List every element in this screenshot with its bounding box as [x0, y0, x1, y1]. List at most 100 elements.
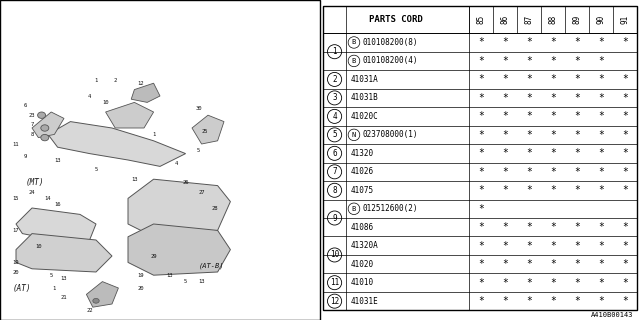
- Text: 23: 23: [29, 113, 35, 118]
- Text: *: *: [598, 111, 604, 121]
- Text: 28: 28: [211, 205, 218, 211]
- Text: 88: 88: [548, 15, 557, 24]
- Text: 012512600(2): 012512600(2): [362, 204, 417, 213]
- Text: 1: 1: [152, 132, 156, 137]
- Text: *: *: [526, 185, 532, 195]
- Text: *: *: [574, 148, 580, 158]
- Text: *: *: [478, 204, 484, 214]
- Ellipse shape: [93, 298, 99, 303]
- Text: 41026: 41026: [351, 167, 374, 176]
- Text: 13: 13: [198, 279, 205, 284]
- Text: 41320A: 41320A: [351, 241, 378, 250]
- Text: N: N: [352, 132, 356, 138]
- Ellipse shape: [41, 125, 49, 131]
- Text: *: *: [478, 185, 484, 195]
- Text: *: *: [574, 296, 580, 306]
- Text: *: *: [550, 148, 556, 158]
- Text: 13: 13: [166, 273, 173, 278]
- Text: *: *: [502, 185, 508, 195]
- Text: 5: 5: [49, 273, 53, 278]
- Text: *: *: [622, 278, 628, 288]
- Text: 1: 1: [94, 77, 98, 83]
- Text: *: *: [598, 130, 604, 140]
- Text: *: *: [574, 259, 580, 269]
- Text: *: *: [574, 241, 580, 251]
- Text: *: *: [526, 241, 532, 251]
- Text: 30: 30: [195, 106, 202, 111]
- Polygon shape: [106, 102, 154, 128]
- Text: 11: 11: [330, 278, 339, 287]
- Text: 11: 11: [13, 141, 19, 147]
- Text: *: *: [598, 148, 604, 158]
- Text: 19: 19: [138, 273, 144, 278]
- Text: *: *: [526, 296, 532, 306]
- Text: 85: 85: [476, 15, 485, 24]
- Text: (AT): (AT): [13, 284, 31, 292]
- Text: 12: 12: [138, 81, 144, 86]
- Text: 17: 17: [13, 228, 19, 233]
- Text: *: *: [502, 130, 508, 140]
- Text: *: *: [550, 130, 556, 140]
- Text: *: *: [550, 259, 556, 269]
- Text: *: *: [598, 185, 604, 195]
- Text: *: *: [598, 93, 604, 103]
- Text: *: *: [478, 111, 484, 121]
- Text: *: *: [478, 167, 484, 177]
- Text: *: *: [550, 37, 556, 47]
- Text: *: *: [550, 93, 556, 103]
- Text: *: *: [478, 241, 484, 251]
- Text: *: *: [502, 111, 508, 121]
- Text: 87: 87: [524, 15, 533, 24]
- Text: 41031E: 41031E: [351, 297, 378, 306]
- Text: *: *: [598, 278, 604, 288]
- Text: 16: 16: [54, 202, 61, 207]
- Text: *: *: [502, 296, 508, 306]
- Text: 86: 86: [500, 15, 509, 24]
- Text: 12: 12: [330, 297, 339, 306]
- Text: 010108200(4): 010108200(4): [362, 56, 417, 66]
- Text: 10: 10: [330, 251, 339, 260]
- Text: 41031A: 41031A: [351, 75, 378, 84]
- Text: *: *: [598, 56, 604, 66]
- Text: 27: 27: [198, 189, 205, 195]
- Text: 7: 7: [332, 167, 337, 176]
- Text: *: *: [478, 222, 484, 232]
- Text: 24: 24: [29, 189, 35, 195]
- Text: *: *: [478, 75, 484, 84]
- Text: *: *: [622, 259, 628, 269]
- Text: *: *: [622, 111, 628, 121]
- Text: *: *: [598, 37, 604, 47]
- Text: 41075: 41075: [351, 186, 374, 195]
- Text: *: *: [550, 222, 556, 232]
- Text: *: *: [598, 259, 604, 269]
- Text: *: *: [574, 111, 580, 121]
- Text: 4: 4: [174, 161, 178, 166]
- Polygon shape: [192, 115, 224, 144]
- Text: *: *: [550, 278, 556, 288]
- Text: *: *: [622, 75, 628, 84]
- Text: 4: 4: [332, 112, 337, 121]
- Text: *: *: [478, 259, 484, 269]
- Text: *: *: [574, 278, 580, 288]
- Text: *: *: [574, 37, 580, 47]
- Text: *: *: [550, 56, 556, 66]
- Text: *: *: [502, 148, 508, 158]
- Polygon shape: [128, 224, 230, 275]
- Text: *: *: [550, 185, 556, 195]
- Text: 41020C: 41020C: [351, 112, 378, 121]
- Text: A410B00143: A410B00143: [591, 312, 634, 318]
- Text: 9: 9: [24, 154, 28, 159]
- Text: *: *: [574, 130, 580, 140]
- Text: 5: 5: [94, 167, 98, 172]
- Text: 13: 13: [131, 177, 138, 182]
- Text: *: *: [502, 37, 508, 47]
- Text: 9: 9: [332, 213, 337, 222]
- Text: *: *: [574, 185, 580, 195]
- Text: 21: 21: [61, 295, 67, 300]
- Text: *: *: [622, 130, 628, 140]
- Text: *: *: [478, 93, 484, 103]
- Text: 010108200(8): 010108200(8): [362, 38, 417, 47]
- Text: 1: 1: [52, 285, 56, 291]
- Text: *: *: [526, 130, 532, 140]
- Text: *: *: [478, 296, 484, 306]
